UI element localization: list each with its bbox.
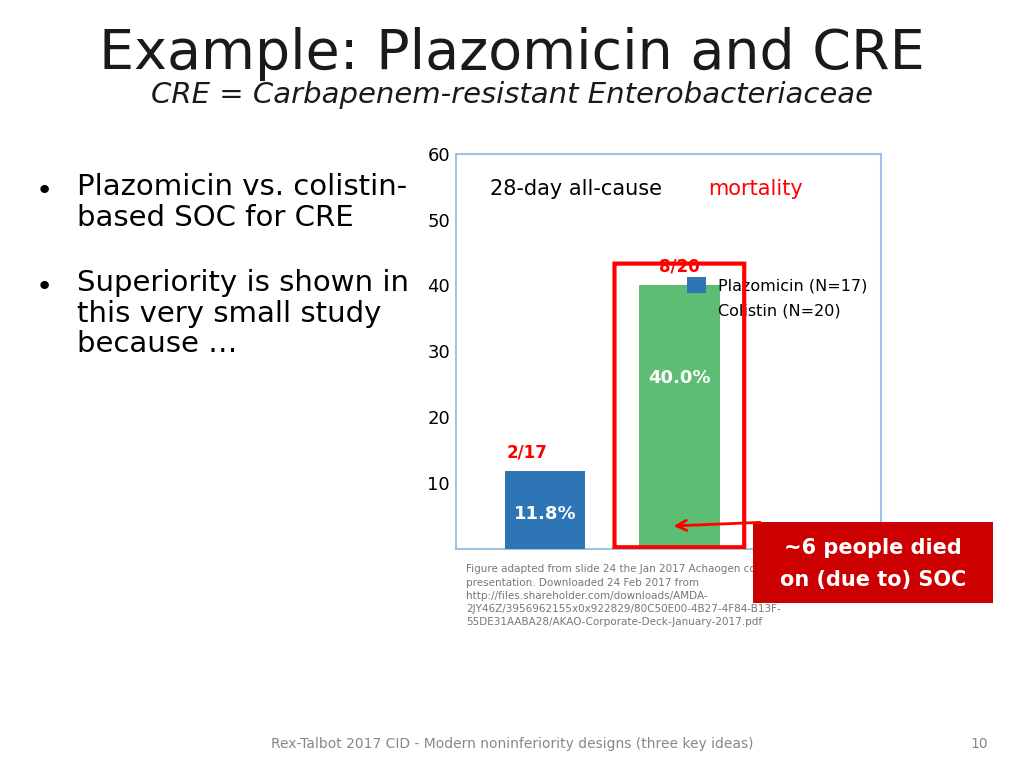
Text: based SOC for CRE: based SOC for CRE (77, 204, 353, 231)
Text: 28-day all-cause: 28-day all-cause (489, 179, 669, 200)
Bar (639, 286, 720, 549)
Legend: Plazomicin (N=17), Colistin (N=20): Plazomicin (N=17), Colistin (N=20) (682, 273, 872, 323)
Text: 8/20: 8/20 (659, 257, 699, 276)
Text: this very small study: this very small study (77, 300, 381, 327)
Text: Rex-Talbot 2017 CID - Modern noninferiority designs (three key ideas): Rex-Talbot 2017 CID - Modern noninferior… (270, 737, 754, 751)
Text: CRE = Carbapenem-resistant Enterobacteriaceae: CRE = Carbapenem-resistant Enterobacteri… (151, 81, 873, 108)
Text: mortality: mortality (709, 179, 803, 200)
Text: 11.8%: 11.8% (514, 505, 577, 523)
Text: 40.0%: 40.0% (648, 369, 711, 387)
Bar (505, 472, 586, 549)
Text: 10: 10 (971, 737, 988, 751)
Text: Plazomicin vs. colistin-: Plazomicin vs. colistin- (77, 173, 407, 200)
Text: Example: Plazomicin and CRE: Example: Plazomicin and CRE (99, 27, 925, 81)
Text: ~6 people died: ~6 people died (784, 538, 962, 558)
Text: Superiority is shown in: Superiority is shown in (77, 269, 409, 296)
Text: because …: because … (77, 330, 238, 358)
Text: •: • (36, 273, 53, 300)
Text: Figure adapted from slide 24 the Jan 2017 Achaogen corporate
presentation. Downl: Figure adapted from slide 24 the Jan 201… (466, 564, 795, 627)
Text: on (due to) SOC: on (due to) SOC (780, 571, 966, 591)
Text: •: • (36, 177, 53, 204)
Text: 2/17: 2/17 (507, 443, 548, 462)
